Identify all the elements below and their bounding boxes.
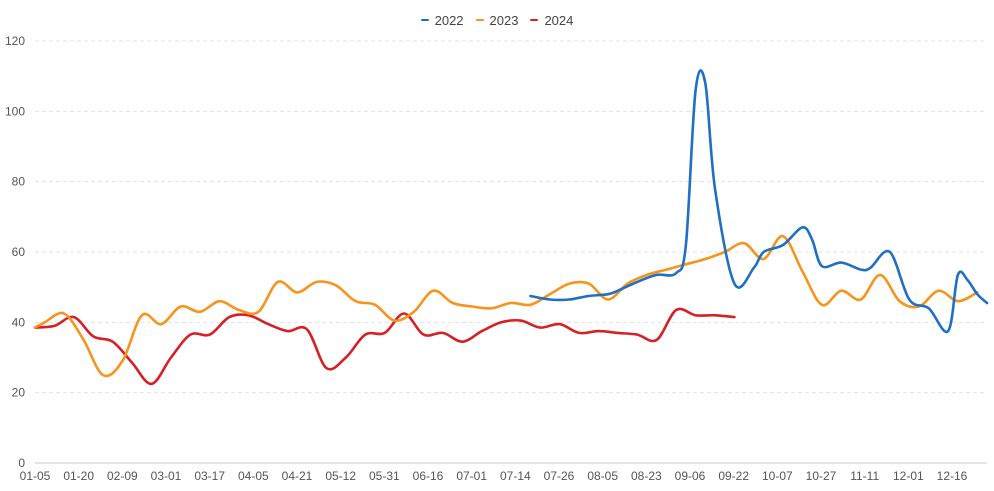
x-tick-label: 04-05 xyxy=(238,469,269,483)
y-tick-label-120: 120 xyxy=(5,34,25,48)
x-tick-label: 08-23 xyxy=(631,469,662,483)
x-tick-label: 03-17 xyxy=(194,469,225,483)
legend-item-2024[interactable]: 2024 xyxy=(530,11,573,29)
x-tick-label: 05-31 xyxy=(369,469,400,483)
y-tick-label-40: 40 xyxy=(12,315,26,329)
legend-label-2022: 2022 xyxy=(434,12,464,28)
legend-item-2022[interactable]: 2022 xyxy=(420,11,464,29)
x-tick-label: 10-07 xyxy=(762,469,793,483)
y-tick-label-80: 80 xyxy=(12,175,26,189)
series-line-2023 xyxy=(33,234,979,378)
x-tick-label: 11-11 xyxy=(850,469,879,483)
y-tick-label-20: 20 xyxy=(12,386,26,400)
x-tick-label: 07-14 xyxy=(500,469,531,483)
y-tick-label-0: 0 xyxy=(18,456,25,470)
x-tick-label: 01-20 xyxy=(63,469,94,483)
series-line-2022 xyxy=(529,69,989,334)
x-tick-label: 09-22 xyxy=(718,469,749,483)
x-tick-label: 10-27 xyxy=(806,469,837,483)
x-tick-label: 12-16 xyxy=(937,469,968,483)
legend-label-2023: 2023 xyxy=(489,12,519,28)
x-tick-label: 01-05 xyxy=(20,469,51,483)
x-tick-label: 05-12 xyxy=(325,469,356,483)
x-tick-label: 03-01 xyxy=(151,469,182,483)
y-tick-label-60: 60 xyxy=(12,245,26,259)
x-tick-label: 02-09 xyxy=(107,469,138,483)
x-tick-label: 08-05 xyxy=(587,469,618,483)
x-tick-label: 04-21 xyxy=(282,469,313,483)
legend-item-2023[interactable]: 2023 xyxy=(475,11,519,29)
chart-legend: 2022 2023 2024 xyxy=(0,11,994,29)
x-tick-label: 12-01 xyxy=(893,469,924,483)
legend-label-2024: 2024 xyxy=(544,12,574,28)
legend-swatch-2022 xyxy=(420,19,429,21)
x-tick-label: 07-26 xyxy=(544,469,575,483)
x-tick-label: 07-01 xyxy=(456,469,487,483)
y-tick-label-100: 100 xyxy=(5,104,25,118)
legend-swatch-2023 xyxy=(475,19,484,21)
x-tick-label: 09-06 xyxy=(675,469,706,483)
legend-swatch-2024 xyxy=(530,19,539,21)
x-tick-label: 06-16 xyxy=(413,469,444,483)
series-line-2024 xyxy=(33,307,736,386)
